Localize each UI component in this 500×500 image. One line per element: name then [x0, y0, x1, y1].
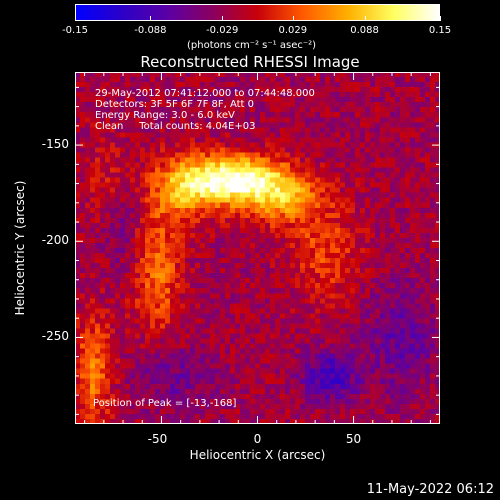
plot-area	[75, 72, 440, 424]
colorbar-tick-mark	[75, 16, 76, 21]
x-tick-label: -50	[147, 432, 168, 446]
x-axis-label: Heliocentric X (arcsec)	[189, 448, 326, 462]
colorbar-tick-mark	[364, 16, 366, 21]
colorbar-tick-mark	[292, 16, 294, 21]
colorbar-tick-label: -0.029	[206, 25, 239, 36]
colorbar-tick-label: 0.029	[278, 25, 308, 36]
annotation-detectors: Detectors: 3F 5F 6F 7F 8F, Att 0	[95, 99, 255, 110]
colorbar-tick-label: 0.088	[350, 25, 379, 36]
heatmap-image	[75, 72, 440, 424]
annotation-clean-counts: Clean Total counts: 4.04E+03	[95, 121, 256, 132]
y-axis-label: Heliocentric Y (arcsec)	[13, 180, 27, 316]
colorbar-tick-label: 0.15	[428, 25, 452, 36]
colorbar-tick-label: -0.15	[62, 25, 88, 36]
colorbar	[75, 4, 440, 21]
annotation-energy-range: Energy Range: 3.0 - 6.0 keV	[95, 110, 235, 121]
colorbar-units-label: (photons cm⁻² s⁻¹ asec⁻²)	[187, 40, 317, 51]
annotation-time-range: 29-May-2012 07:41:12.000 to 07:44:48.000	[95, 88, 315, 99]
plot-axes	[75, 72, 440, 424]
colorbar-tick-mark	[222, 16, 224, 21]
chart-title: Reconstructed RHESSI Image	[140, 53, 360, 71]
colorbar-tick-mark	[150, 16, 152, 21]
y-tick-label: -200	[41, 233, 69, 248]
x-tick-label: 50	[345, 432, 362, 446]
annotation-peak-position: Position of Peak = [-13,-168]	[93, 398, 237, 409]
x-tick-label: 0	[253, 432, 262, 446]
colorbar-tick-mark	[440, 16, 441, 21]
timestamp: 11-May-2022 06:12	[366, 482, 494, 497]
y-tick-label: -150	[41, 137, 69, 152]
colorbar-tick-label: -0.088	[134, 25, 167, 36]
y-tick-label: -250	[41, 329, 69, 344]
